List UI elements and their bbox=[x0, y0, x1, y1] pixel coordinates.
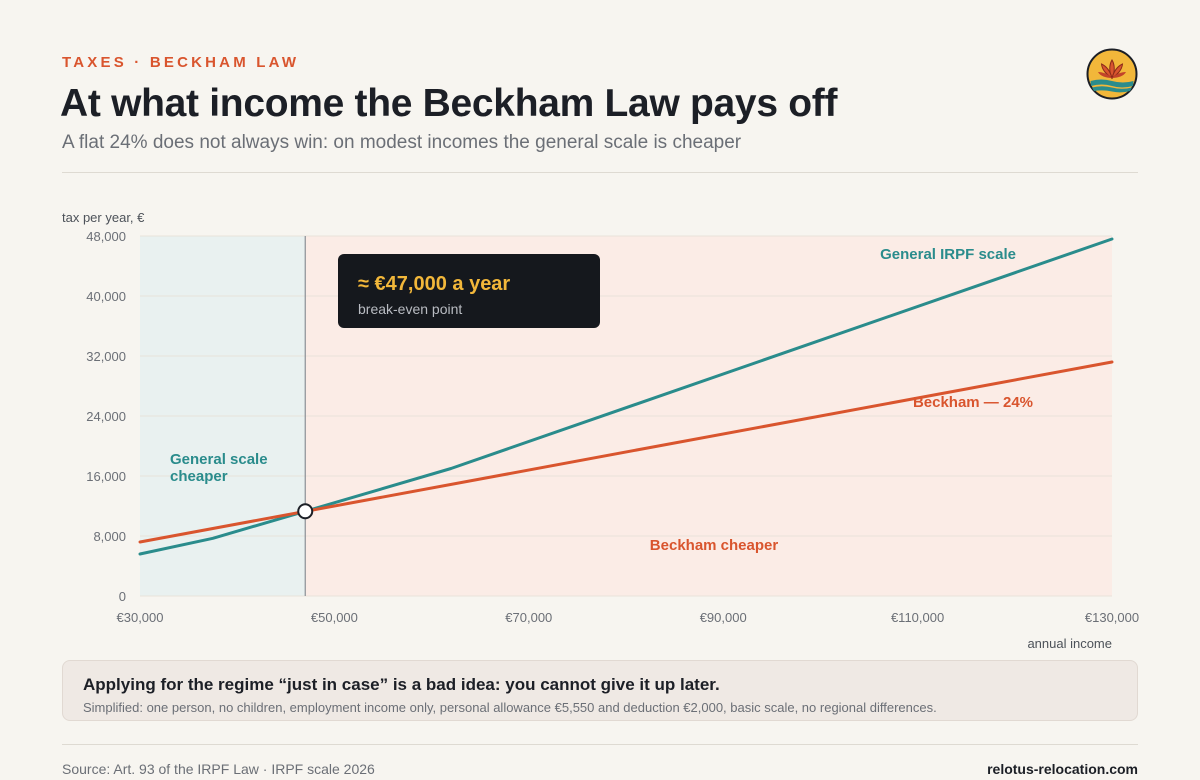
break-even-callout bbox=[338, 254, 600, 328]
site-link[interactable]: relotus-relocation.com bbox=[987, 761, 1138, 777]
callout-value: ≈ €47,000 a year bbox=[358, 273, 510, 295]
y-axis-label: tax per year, € bbox=[62, 210, 145, 225]
region-label-beckham: Beckham cheaper bbox=[650, 537, 779, 554]
region-label-general-scale: General scale bbox=[170, 451, 268, 468]
callout-caption: break-even point bbox=[358, 301, 462, 317]
x-tick-label: €50,000 bbox=[311, 610, 358, 625]
y-tick-label: 40,000 bbox=[86, 289, 126, 304]
series-label-beckham: Beckham — 24% bbox=[913, 394, 1033, 411]
kicker-label: TAXES · BECKHAM LAW bbox=[62, 54, 300, 71]
y-tick-label: 0 bbox=[119, 589, 126, 604]
note-details: Simplified: one person, no children, emp… bbox=[83, 700, 937, 715]
page-title: At what income the Beckham Law pays off bbox=[60, 82, 838, 125]
x-tick-label: €90,000 bbox=[700, 610, 747, 625]
footer-divider bbox=[62, 744, 1138, 745]
y-tick-label: 8,000 bbox=[93, 529, 126, 544]
y-tick-label: 24,000 bbox=[86, 409, 126, 424]
x-tick-label: €110,000 bbox=[891, 610, 944, 625]
note-headline: Applying for the regime “just in case” i… bbox=[83, 675, 720, 694]
region-label-general-scale: cheaper bbox=[170, 468, 228, 485]
x-axis-label: annual income bbox=[1027, 636, 1112, 651]
y-tick-label: 32,000 bbox=[86, 349, 126, 364]
break-even-point bbox=[297, 503, 314, 520]
y-tick-label: 16,000 bbox=[86, 469, 126, 484]
lotus-logo-icon bbox=[1086, 48, 1138, 100]
y-tick-label: 48,000 bbox=[86, 229, 126, 244]
page-subtitle: A flat 24% does not always win: on modes… bbox=[62, 132, 742, 153]
source-text: Source: Art. 93 of the IRPF Law · IRPF s… bbox=[62, 761, 375, 777]
x-tick-label: €130,000 bbox=[1085, 610, 1139, 625]
series-label-general: General IRPF scale bbox=[880, 246, 1016, 263]
header-divider bbox=[62, 172, 1138, 173]
info-note: Applying for the regime “just in case” i… bbox=[62, 660, 1138, 721]
x-tick-label: €30,000 bbox=[117, 610, 164, 625]
x-tick-label: €70,000 bbox=[505, 610, 552, 625]
break-even-chart: tax per year, € General IRPF scale Beckha… bbox=[62, 210, 1139, 651]
